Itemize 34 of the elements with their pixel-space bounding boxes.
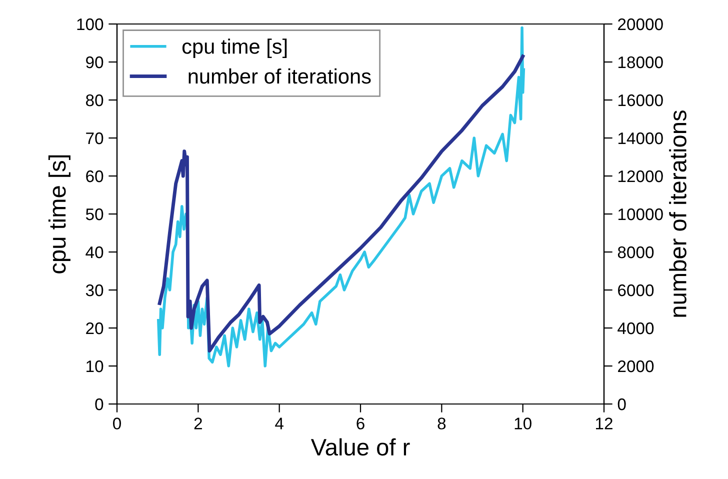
y-tick-label: 0 [95, 398, 104, 410]
y2-tick-label: 16000 [618, 94, 663, 106]
x-tick-label: 0 [113, 418, 121, 430]
y-tick-label: 60 [86, 170, 104, 182]
y-tick-label: 100 [77, 18, 104, 30]
y2-tick-label: 4000 [618, 322, 654, 334]
y2-tick-label: 20000 [618, 18, 663, 30]
x-tick-label: 6 [356, 418, 364, 430]
y-tick-label: 80 [86, 94, 104, 106]
y-tick-label: 20 [86, 322, 104, 334]
y2-tick-label: 14000 [618, 132, 663, 144]
y2-tick-label: 6000 [618, 284, 654, 296]
y2-tick-label: 0 [618, 398, 626, 410]
x-tick-label: 12 [596, 418, 612, 430]
y-tick-label: 10 [86, 360, 104, 372]
y-tick-label: 70 [86, 132, 104, 144]
y-axis-title: cpu time [s] [48, 155, 70, 274]
x-tick-label: 4 [275, 418, 284, 430]
x-tick-label: 8 [438, 418, 446, 430]
y2-tick-label: 2000 [618, 360, 654, 372]
x-tick-label: 10 [514, 418, 532, 430]
y2-axis-title: number of iterations [669, 110, 686, 317]
y-tick-label: 30 [86, 284, 104, 296]
x-tick-label: 2 [194, 418, 202, 430]
y-tick-label: 90 [86, 56, 104, 68]
y-tick-label: 40 [86, 246, 104, 258]
y2-tick-label: 10000 [618, 208, 663, 220]
legend-label: number of iterations [188, 68, 371, 84]
legend-label: cpu time [s] [182, 38, 287, 58]
y-tick-label: 50 [86, 208, 104, 220]
y2-tick-label: 12000 [618, 170, 663, 182]
y2-tick-label: 18000 [618, 56, 663, 68]
y2-tick-label: 8000 [618, 246, 654, 258]
x-axis-title: Value of r [310, 438, 410, 456]
